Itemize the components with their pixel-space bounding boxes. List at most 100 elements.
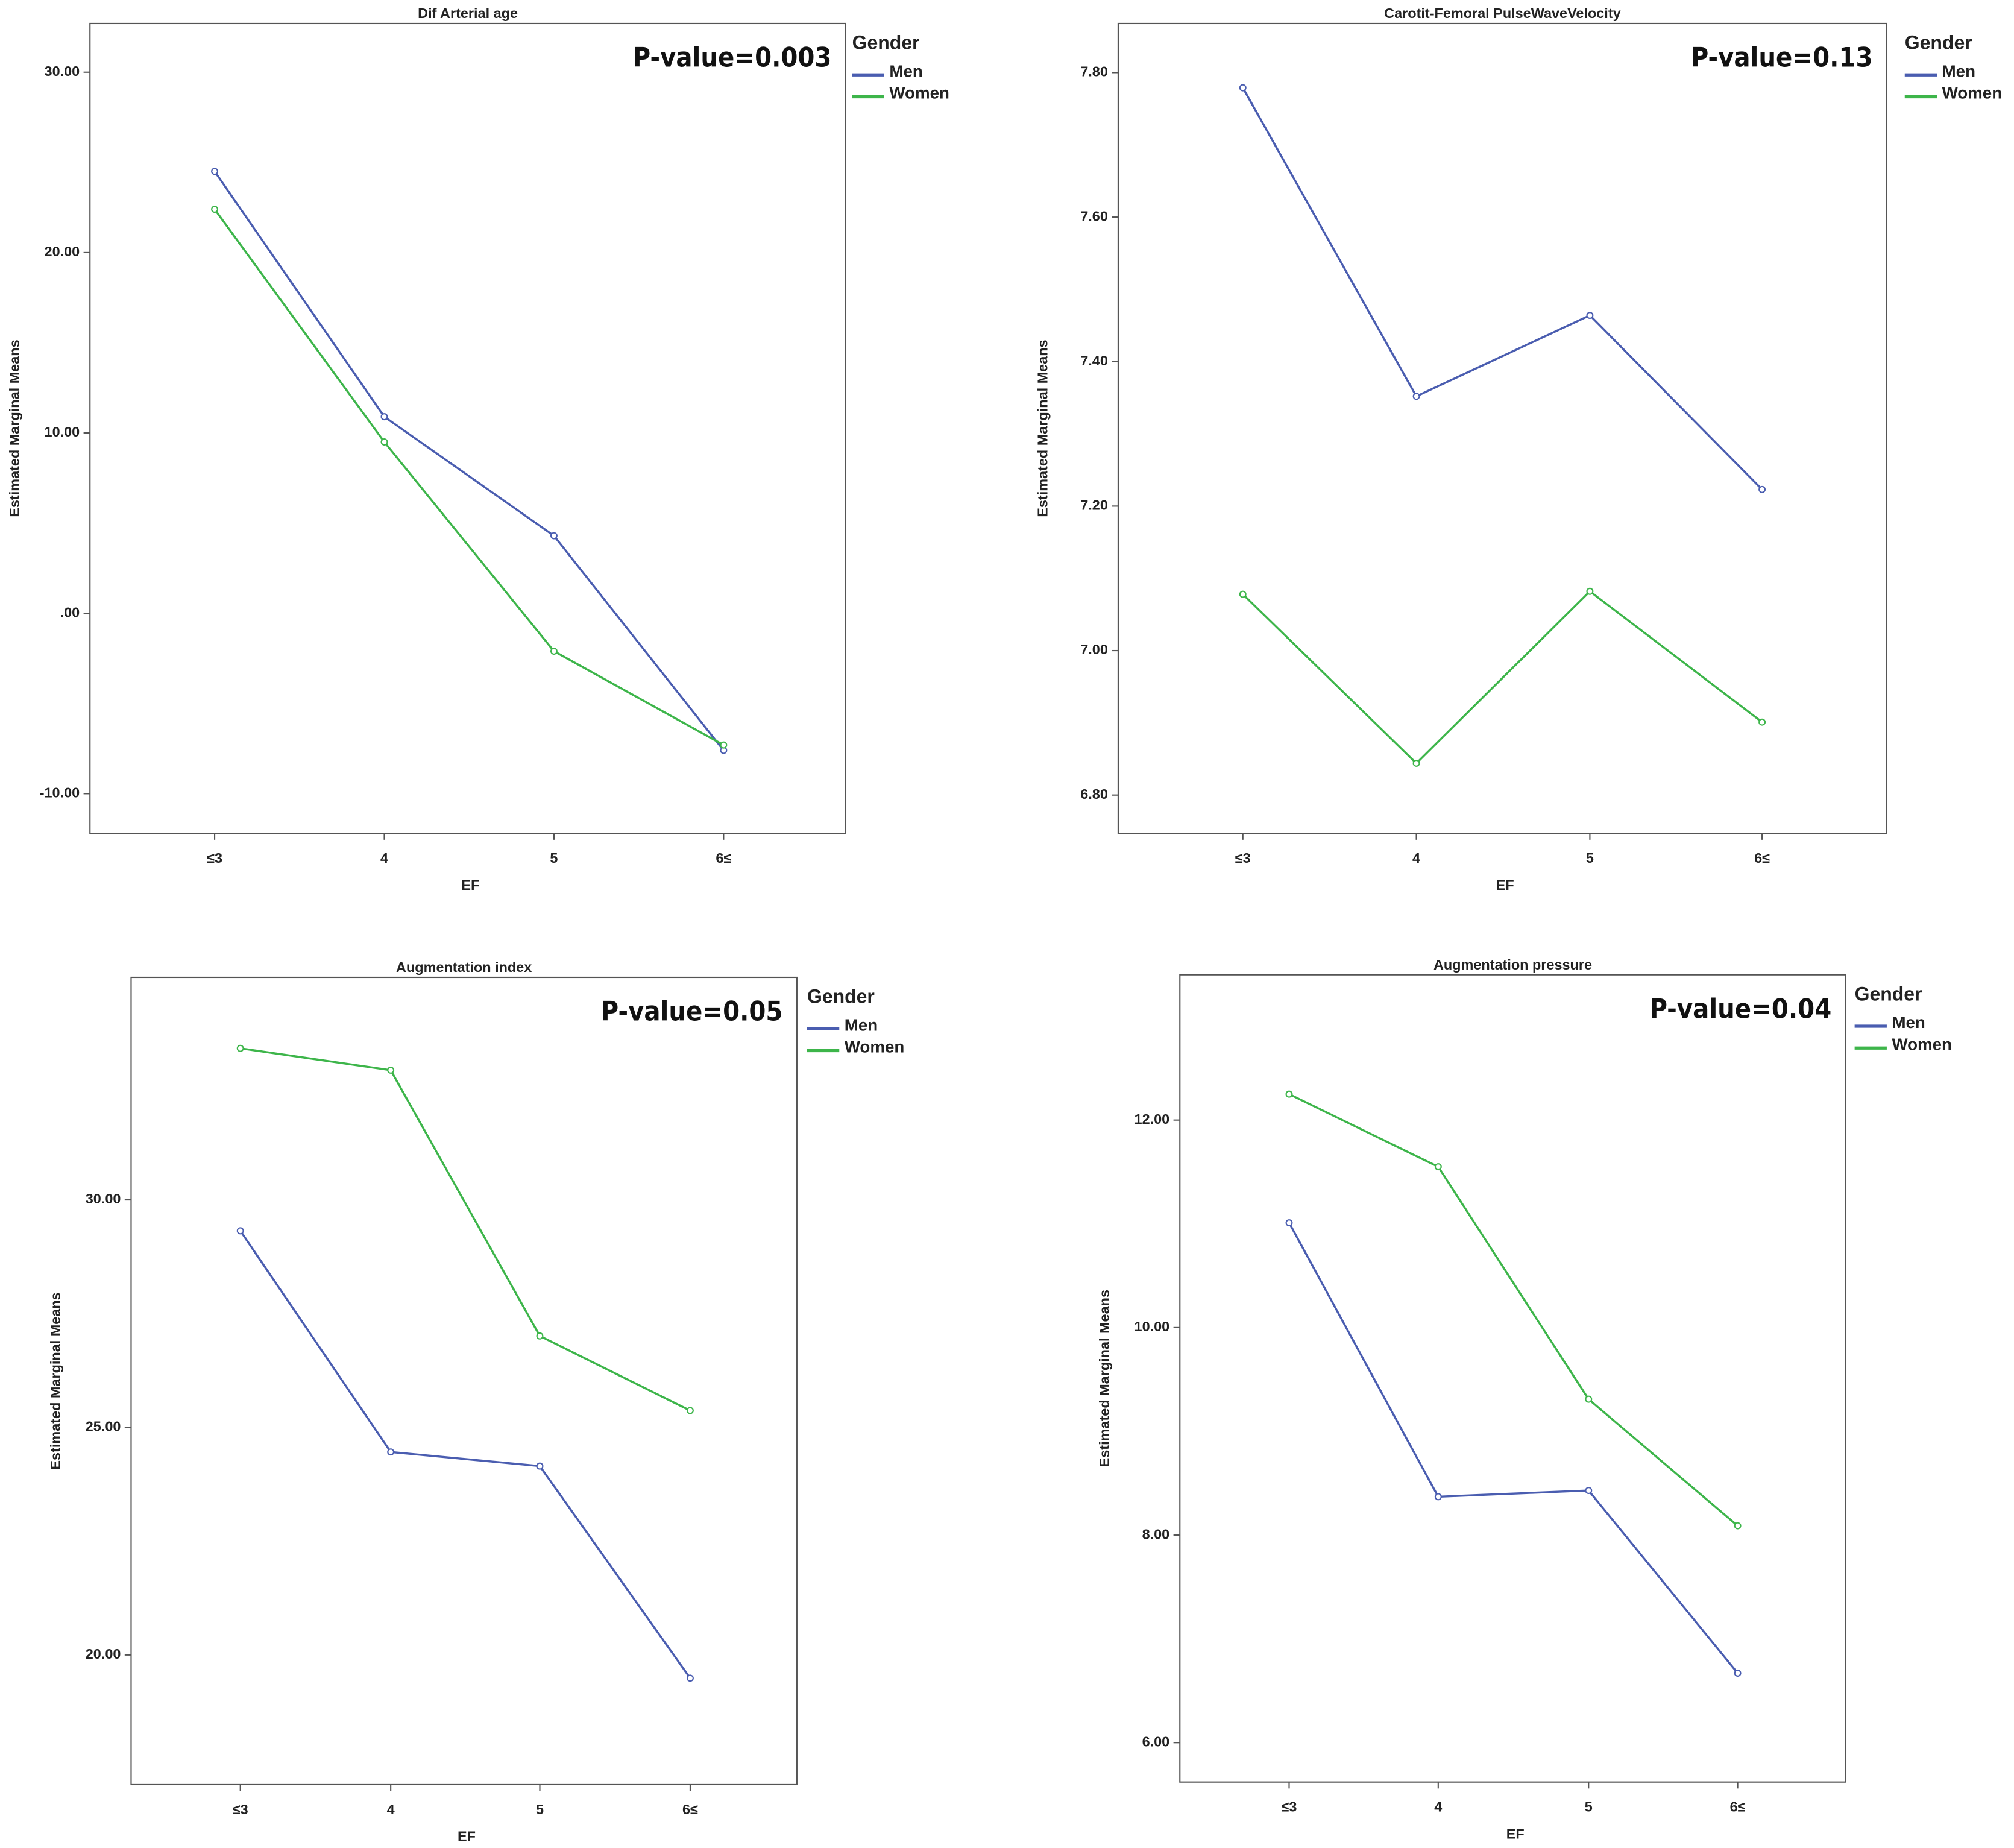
point [1239,84,1247,92]
point [1434,1493,1442,1501]
point [1285,1090,1293,1098]
y-axis-label: Estimated Marginal Means [48,1292,63,1469]
x-tick-label: ≤3 [233,1802,248,1817]
x-axis-label: EF [1506,1826,1525,1841]
legend-label: Women [845,1038,905,1056]
y-tick-label: 7.40 [1080,353,1108,368]
y-tick-label: 25.00 [86,1419,121,1434]
legend-title: Gender [807,986,875,1008]
y-tick-label: 8.00 [1142,1526,1170,1542]
x-tick-label: 5 [536,1802,544,1817]
point [720,741,728,749]
point [686,1407,694,1414]
x-tick-label: 4 [1412,850,1420,866]
point [387,1066,395,1074]
y-axis-label: Estimated Marginal Means [1097,1290,1112,1467]
y-tick-label: 6.80 [1080,786,1108,802]
x-tick-label: 5 [1586,850,1594,866]
point [380,438,388,446]
y-axis-label: Estimated Marginal Means [1034,339,1050,517]
point [1734,1669,1742,1677]
x-tick-label: 6≤ [1754,850,1770,866]
x-tick-label: 4 [1434,1799,1442,1815]
series-line [239,1230,691,1679]
legend-label: Women [889,84,949,102]
y-tick-label: 20.00 [45,244,80,259]
point [536,1332,544,1340]
point [1586,312,1594,320]
y-axis-label: Estimated Marginal Means [7,339,22,517]
series-line [213,171,725,751]
legend-label: Men [889,61,922,80]
y-tick-label: 30.00 [45,63,80,79]
y-tick-label: .00 [60,604,80,620]
plot-frame [1179,974,1846,1783]
point [1758,718,1766,726]
y-tick-label: 12.00 [1134,1111,1170,1127]
y-tick-label: 10.00 [1134,1319,1170,1334]
point [536,1462,544,1470]
legend-label: Men [1892,1013,1925,1032]
point [1239,590,1247,598]
chart-title: Augmentation index [396,959,532,975]
y-tick-label: 7.00 [1080,642,1108,657]
legend-label: Women [1892,1035,1952,1053]
point [1734,1522,1742,1530]
x-axis-label: EF [1496,877,1514,893]
x-tick-label: ≤3 [1235,850,1251,866]
point [1585,1487,1593,1495]
point [550,532,558,540]
chart-title: Carotit-Femoral PulseWaveVelocity [1384,5,1621,21]
p-value: P-value=0.05 [601,995,783,1027]
point [686,1674,694,1682]
p-value: P-value=0.003 [633,42,832,74]
point [1585,1395,1593,1403]
legend-title: Gender [1855,983,1922,1004]
plot-frame [1117,22,1887,834]
x-tick-label: 4 [380,850,388,866]
legend-label: Women [1942,84,2003,102]
legend-title: Gender [852,32,920,54]
point [380,413,388,421]
point [1758,485,1766,493]
y-tick-label: 7.20 [1080,497,1108,513]
point [1586,587,1594,595]
point [387,1448,395,1456]
y-tick-label: -10.00 [40,785,80,801]
series-line [240,1047,691,1412]
point [1434,1163,1442,1171]
chart-title: Dif Arterial age [418,5,518,21]
y-tick-label: 7.80 [1080,64,1108,80]
y-tick-label: 30.00 [86,1191,121,1206]
point [550,648,558,655]
legend-label: Men [1942,61,1975,80]
point [211,168,219,175]
x-tick-label: 6≤ [1730,1799,1746,1815]
y-tick-label: 6.00 [1142,1733,1170,1749]
p-value: P-value=0.04 [1649,992,1831,1024]
x-tick-label: 5 [550,850,558,866]
x-tick-label: 6≤ [682,1802,698,1817]
x-axis-label: EF [458,1829,476,1844]
point [1412,759,1420,767]
series-line [1288,1093,1739,1527]
legend-label: Men [845,1015,878,1034]
series-line [1288,1222,1739,1674]
plot-frame [130,976,798,1786]
y-tick-label: 20.00 [86,1646,121,1662]
point [1412,393,1420,400]
x-axis-label: EF [461,877,479,893]
point [236,1044,244,1052]
x-tick-label: 4 [387,1802,395,1817]
plot-frame [89,22,846,834]
point [1285,1219,1293,1227]
point [211,206,219,213]
series-line [1242,87,1763,491]
x-tick-label: ≤3 [207,850,222,866]
legend-title: Gender [1905,32,1972,54]
p-value: P-value=0.13 [1691,42,1873,74]
point [236,1227,244,1235]
y-tick-label: 7.60 [1080,208,1108,224]
y-tick-label: 10.00 [45,424,80,440]
chart-title: Augmentation pressure [1433,957,1592,973]
